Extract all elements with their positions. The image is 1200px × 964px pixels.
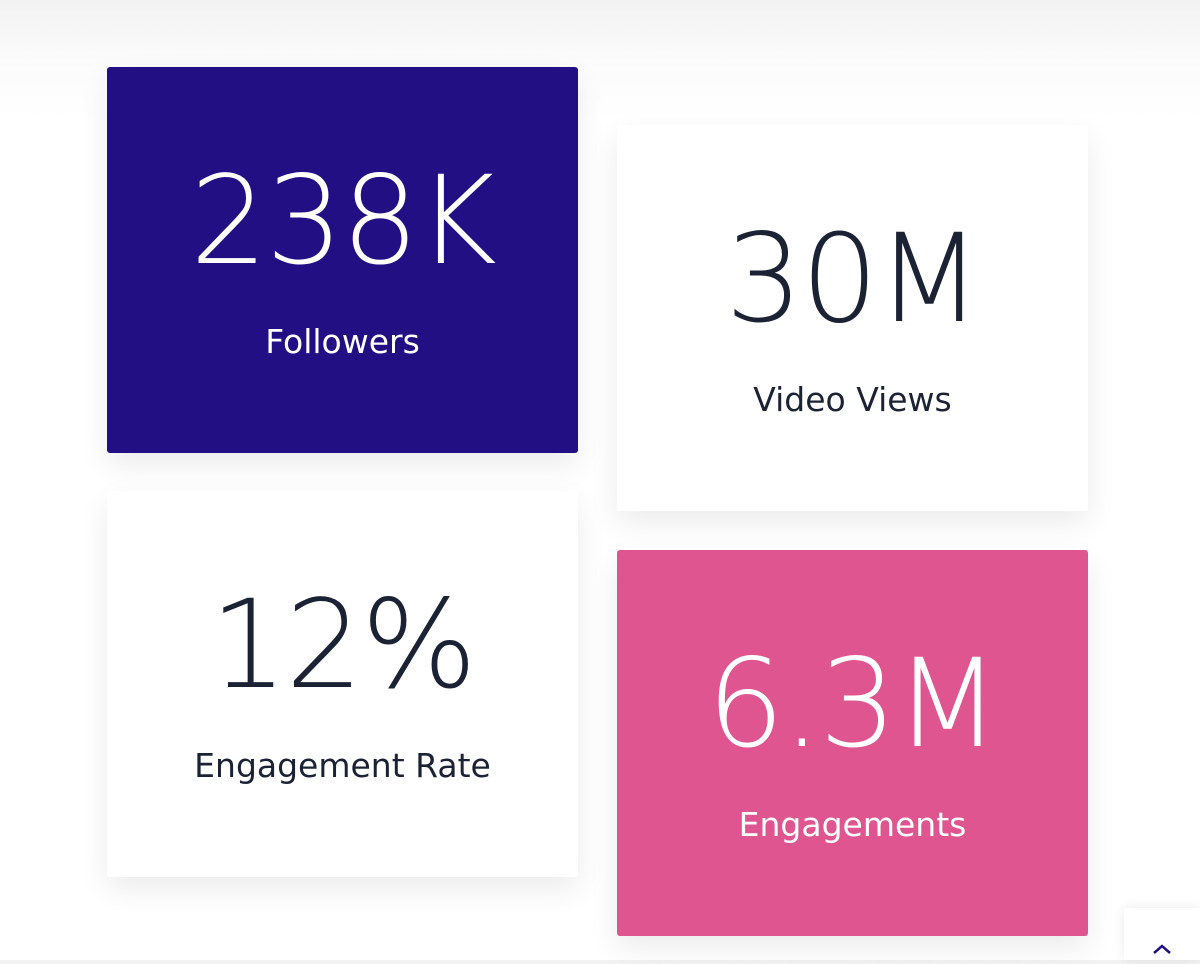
chevron-icon <box>1153 944 1171 954</box>
stat-card: 6.3M Engagements <box>617 550 1088 936</box>
stat-label: Video Views <box>753 379 952 419</box>
stat-label: Followers <box>265 321 420 361</box>
stat-label: Engagements <box>738 804 967 844</box>
stat-label: Engagement Rate <box>194 745 491 785</box>
scroll-top-button[interactable] <box>1124 908 1200 960</box>
stat-value: 238K <box>190 149 497 292</box>
stat-value: 6.3M <box>706 632 1000 775</box>
stat-value: 30M <box>725 207 982 350</box>
stat-card: 12% Engagement Rate <box>107 491 578 877</box>
stat-card: 238K Followers <box>107 67 578 453</box>
stat-value: 12% <box>209 573 477 716</box>
stat-card: 30M Video Views <box>617 125 1088 511</box>
